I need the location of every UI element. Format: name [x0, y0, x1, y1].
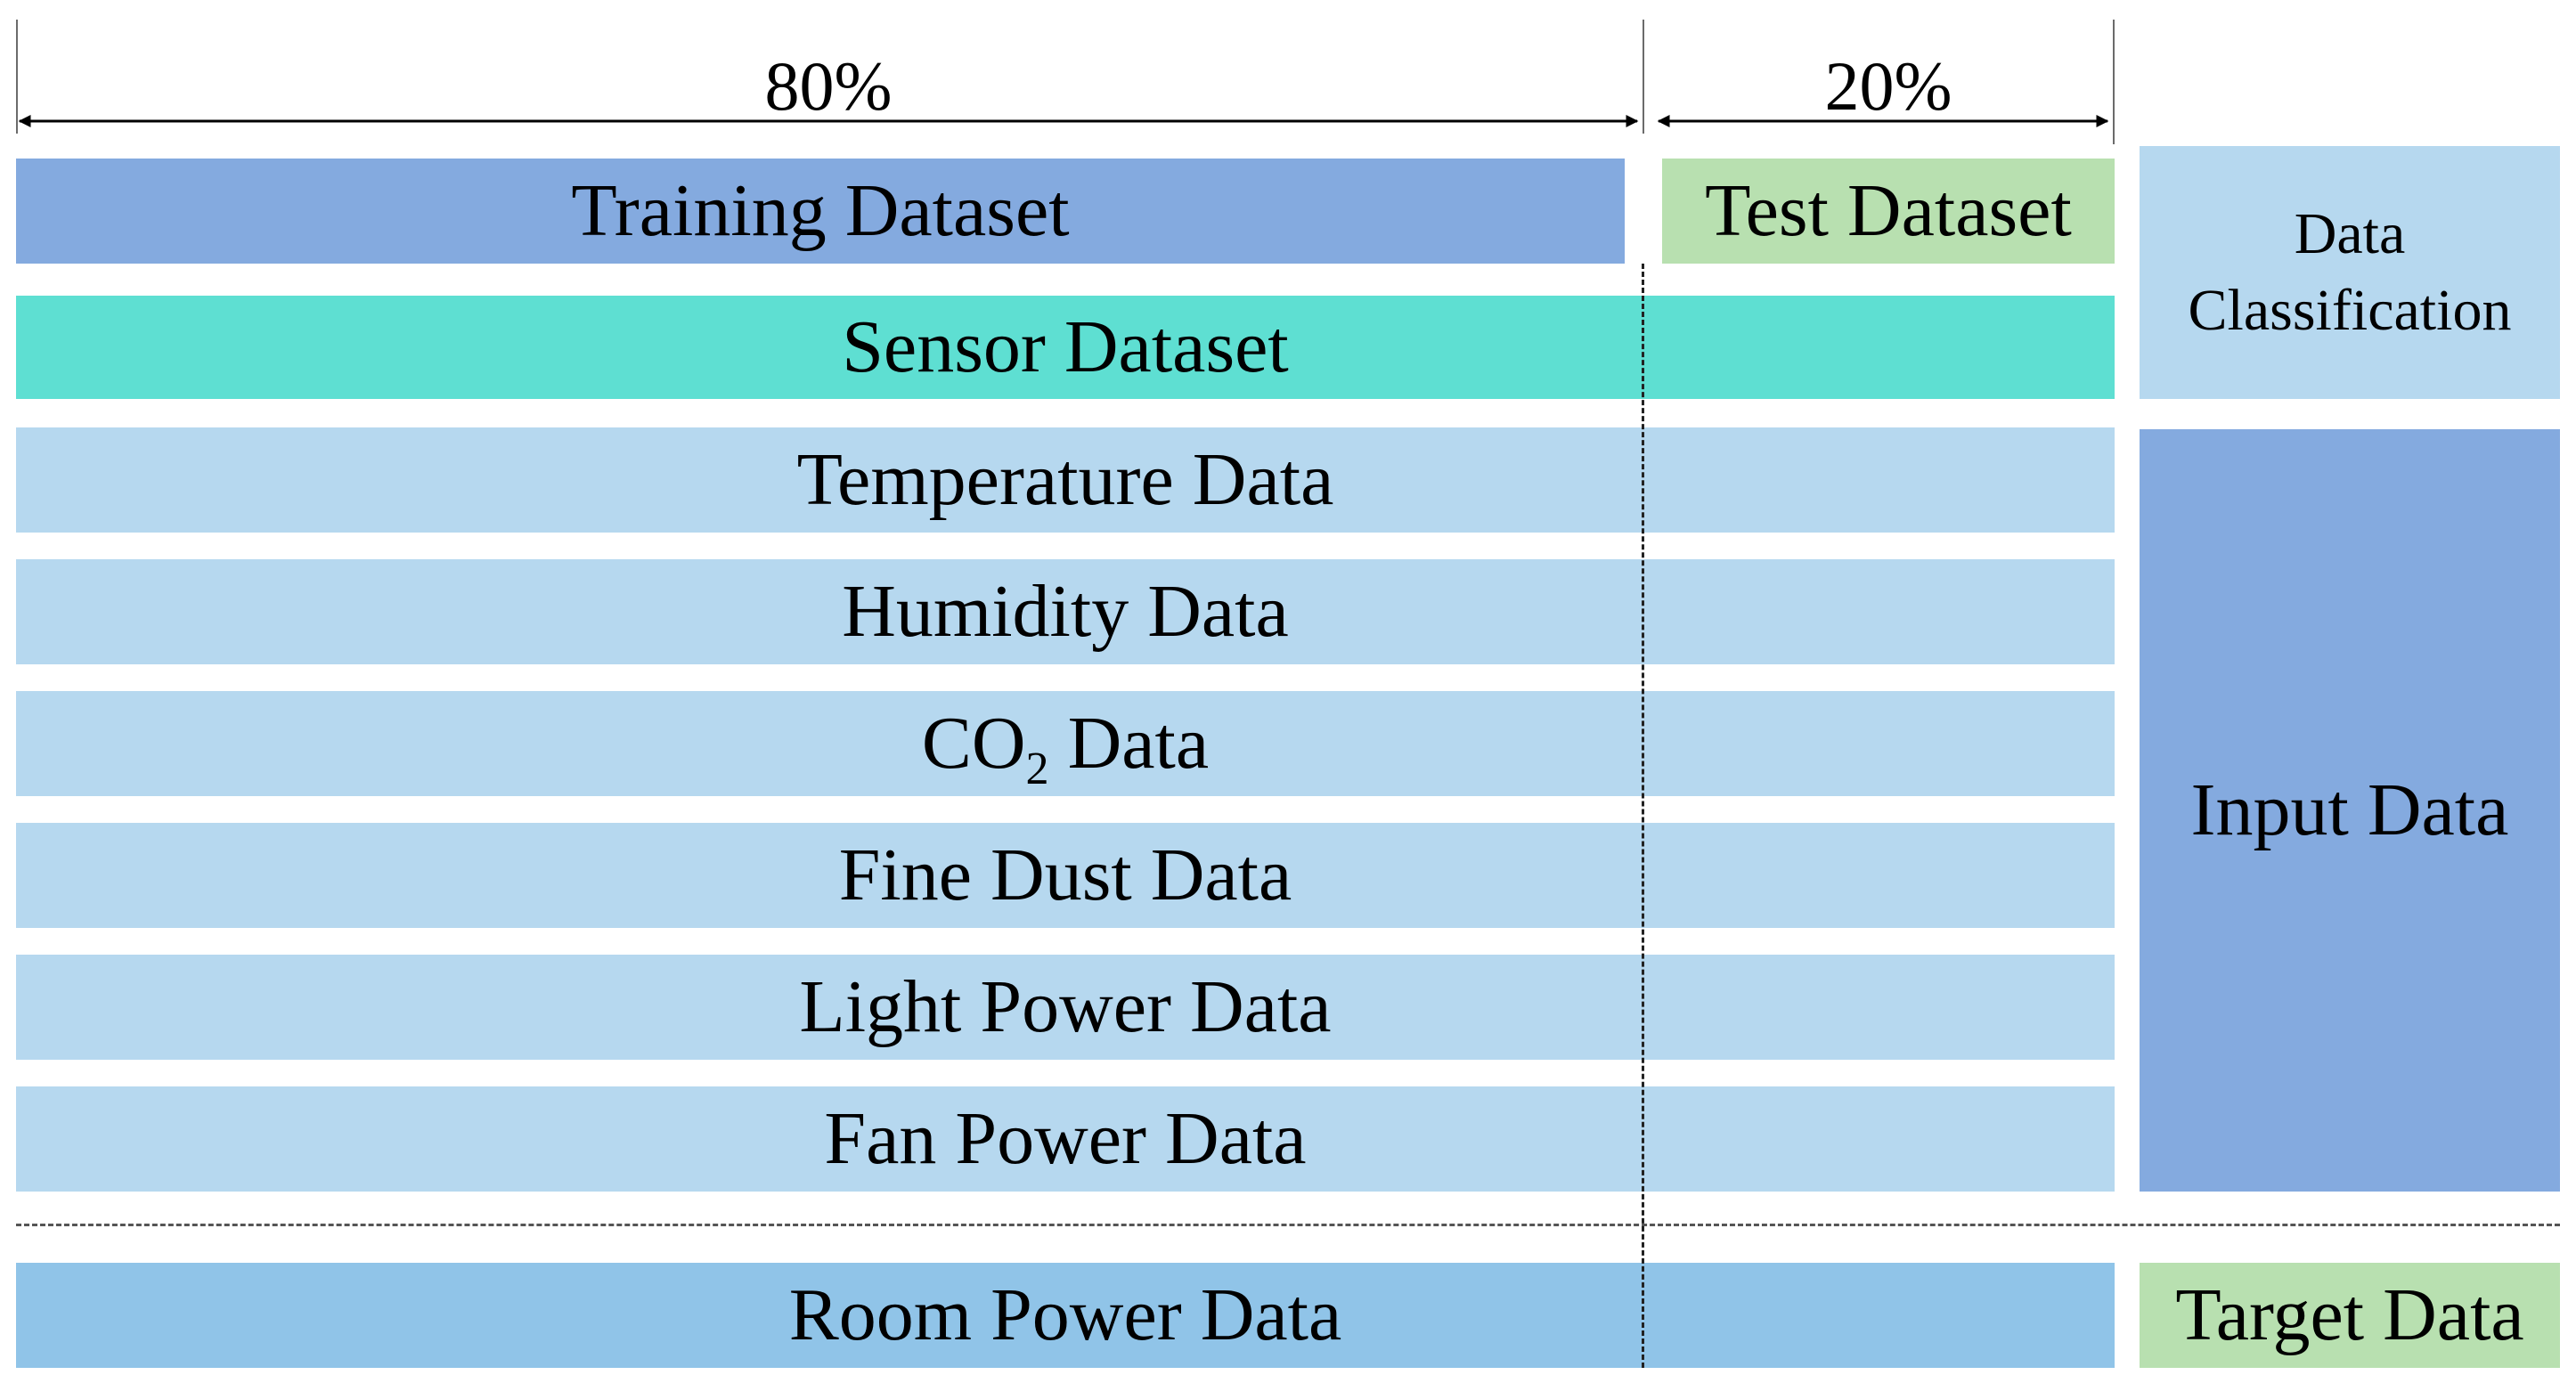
train-percent-label: 80%: [764, 47, 893, 125]
split-arrows: [18, 115, 2109, 127]
room-power-data-label: Room Power Data: [788, 1273, 1342, 1356]
temperature-data-label: Temperature Data: [796, 438, 1334, 521]
fan-power-data-bar: Fan Power Data: [16, 1086, 2115, 1192]
co2-subscript: 2: [1025, 744, 1049, 795]
training-dataset-bar: Training Dataset: [16, 159, 1625, 264]
co2-prefix: CO: [921, 702, 1026, 785]
light-power-data-label: Light Power Data: [799, 965, 1332, 1048]
train-test-split-line: [1642, 264, 1644, 1368]
humidity-data-label: Humidity Data: [842, 570, 1289, 653]
sensor-dataset-bar: Sensor Dataset: [16, 296, 2115, 399]
input-target-separator: [16, 1224, 2560, 1226]
test-percent-label: 20%: [1824, 47, 1952, 125]
data-classification-box: Data Classification: [2140, 146, 2560, 399]
co2-data-bar: CO2 Data: [16, 691, 2115, 796]
fan-power-data-label: Fan Power Data: [824, 1097, 1307, 1180]
room-power-data-bar: Room Power Data: [16, 1263, 2115, 1368]
co2-suffix: Data: [1048, 702, 1210, 785]
split-boundary-line: [1643, 20, 1644, 134]
right-boundary-line: [2113, 20, 2115, 144]
light-power-data-bar: Light Power Data: [16, 955, 2115, 1060]
target-data-box: Target Data: [2140, 1263, 2560, 1368]
fine-dust-data-label: Fine Dust Data: [838, 834, 1292, 916]
sensor-dataset-label: Sensor Dataset: [842, 305, 1289, 388]
input-data-box: Input Data: [2140, 429, 2560, 1192]
input-data-label: Input Data: [2190, 769, 2509, 851]
test-dataset-bar: Test Dataset: [1662, 159, 2115, 264]
target-data-label: Target Data: [2175, 1273, 2524, 1356]
temperature-data-bar: Temperature Data: [16, 427, 2115, 533]
co2-data-label: CO2 Data: [922, 706, 1209, 793]
humidity-data-bar: Humidity Data: [16, 559, 2115, 664]
fine-dust-data-bar: Fine Dust Data: [16, 823, 2115, 928]
left-boundary-line: [16, 20, 18, 134]
data-classification-label: Data Classification: [2188, 201, 2512, 343]
